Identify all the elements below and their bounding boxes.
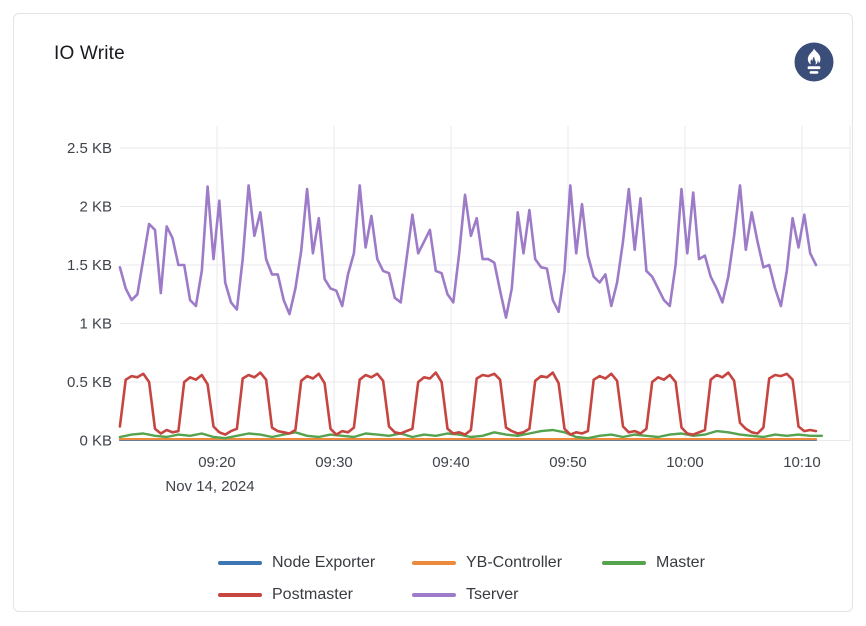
legend-color-swatch <box>602 561 646 565</box>
legend-color-swatch <box>218 593 262 597</box>
x-axis-tick-label: 09:20 <box>198 454 236 471</box>
y-axis-tick-label: 0.5 KB <box>67 374 112 391</box>
chart-legend: Node Exporter YB-Controller Master Postmast… <box>218 550 705 608</box>
panel-title: IO Write <box>54 43 125 64</box>
legend-color-swatch <box>218 561 262 565</box>
legend-item-master[interactable]: Master <box>602 550 705 576</box>
legend-label: YB-Controller <box>466 554 563 571</box>
x-axis-tick-label: 10:10 <box>783 454 821 471</box>
legend-item-tserver[interactable]: Tserver <box>412 582 602 608</box>
legend-label: Master <box>656 554 705 571</box>
legend-label: Node Exporter <box>272 554 376 571</box>
series-line-tserver <box>118 184 818 319</box>
y-axis-tick-label: 2 KB <box>79 199 112 216</box>
x-axis-tick-label: 09:30 <box>315 454 353 471</box>
y-axis-tick-label: 2.5 KB <box>67 140 112 157</box>
legend-item-postmaster[interactable]: Postmaster <box>218 582 412 608</box>
io-write-panel <box>13 13 853 612</box>
y-axis-tick-label: 1.5 KB <box>67 257 112 274</box>
y-axis-tick-label: 0 KB <box>79 433 112 450</box>
legend-item-yb-controller[interactable]: YB-Controller <box>412 550 602 576</box>
x-axis-tick-label: 09:40 <box>432 454 470 471</box>
x-axis-tick-label: 09:50 <box>549 454 587 471</box>
legend-color-swatch <box>412 593 456 597</box>
legend-color-swatch <box>412 561 456 565</box>
x-axis-tick-label: 10:00 <box>666 454 704 471</box>
y-axis-tick-label: 1 KB <box>79 316 112 333</box>
legend-item-node-exporter[interactable]: Node Exporter <box>218 550 412 576</box>
series-line-master <box>118 428 824 440</box>
series-line-postmaster <box>118 371 818 436</box>
legend-label: Postmaster <box>272 586 353 603</box>
x-axis-date-label: Nov 14, 2024 <box>165 478 254 495</box>
legend-label: Tserver <box>466 586 519 603</box>
prometheus-icon <box>794 42 834 82</box>
